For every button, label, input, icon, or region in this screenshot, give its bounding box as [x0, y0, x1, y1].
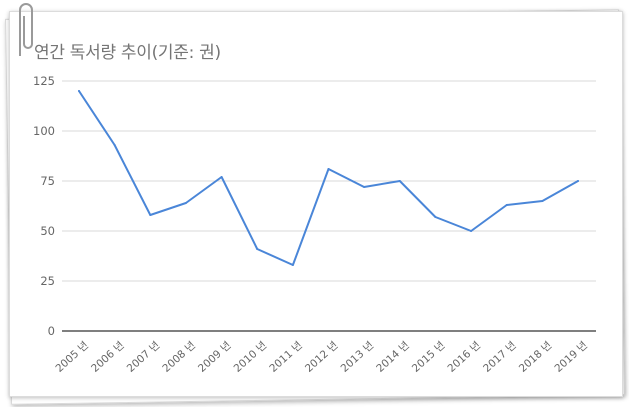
y-tick-label: 75 [40, 174, 55, 188]
data-point [398, 180, 401, 182]
data-point [78, 90, 80, 92]
x-tick-label: 2007 년 [125, 339, 163, 375]
x-tick-label: 2010 년 [232, 339, 270, 375]
y-tick-label: 50 [40, 224, 55, 238]
data-point [363, 186, 366, 188]
y-tick-label: 125 [33, 74, 55, 88]
series-line [78, 90, 579, 266]
data-point [470, 230, 473, 232]
y-tick-label: 100 [33, 124, 55, 138]
data-point [149, 214, 152, 216]
data-point [434, 216, 437, 218]
x-tick-label: 2014 년 [374, 339, 412, 375]
data-point [505, 204, 508, 206]
x-tick-label: 2019 년 [552, 339, 590, 375]
y-tick-label: 25 [40, 274, 55, 288]
x-tick-label: 2009 년 [196, 339, 234, 375]
chart-title: 연간 독서량 추이(기준: 권) [34, 43, 221, 63]
data-point [577, 180, 579, 182]
x-tick-label: 2016 년 [446, 339, 484, 375]
x-tick-label: 2017 년 [481, 339, 519, 375]
x-tick-label: 2011 년 [267, 339, 305, 375]
data-point [113, 144, 116, 146]
x-tick-label: 2008 년 [160, 339, 198, 375]
x-tick-label: 2015 년 [410, 339, 448, 375]
data-point [291, 264, 294, 266]
data-point [327, 168, 330, 170]
x-tick-label: 2012 년 [303, 339, 341, 375]
data-point [256, 248, 259, 250]
x-tick-label: 2018 년 [517, 339, 555, 375]
data-point [220, 176, 223, 178]
y-tick-label: 0 [48, 324, 55, 338]
x-tick-label: 2006 년 [89, 339, 127, 375]
x-tick-label: 2005 년 [53, 339, 91, 375]
x-tick-label: 2013 년 [339, 339, 377, 375]
paperclip-icon [19, 3, 33, 56]
data-point [184, 202, 187, 204]
data-point [541, 200, 544, 202]
